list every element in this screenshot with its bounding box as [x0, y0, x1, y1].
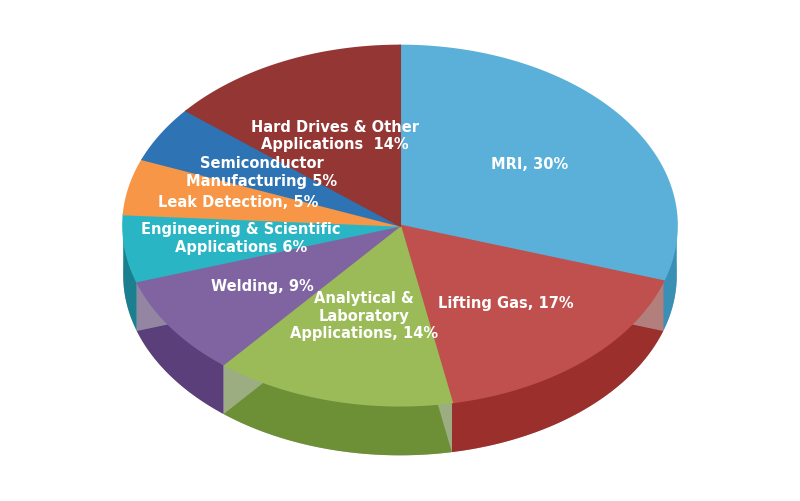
Polygon shape — [123, 226, 137, 331]
Text: Lifting Gas, 17%: Lifting Gas, 17% — [438, 297, 574, 311]
Text: MRI, 30%: MRI, 30% — [491, 157, 569, 172]
Polygon shape — [223, 225, 400, 414]
Polygon shape — [400, 225, 452, 452]
Polygon shape — [223, 225, 400, 414]
Ellipse shape — [123, 96, 677, 455]
Polygon shape — [137, 225, 400, 331]
Polygon shape — [123, 214, 400, 281]
Polygon shape — [186, 46, 400, 225]
Polygon shape — [400, 225, 452, 452]
Polygon shape — [400, 225, 663, 331]
Polygon shape — [137, 225, 400, 331]
Polygon shape — [124, 159, 400, 225]
Text: Leak Detection, 5%: Leak Detection, 5% — [158, 194, 318, 209]
Polygon shape — [663, 225, 677, 331]
Polygon shape — [400, 46, 677, 281]
Polygon shape — [137, 225, 400, 364]
Text: Semiconductor
Manufacturing 5%: Semiconductor Manufacturing 5% — [186, 156, 338, 189]
Text: Analytical &
Laboratory
Applications, 14%: Analytical & Laboratory Applications, 14… — [290, 291, 438, 341]
Text: Engineering & Scientific
Applications 6%: Engineering & Scientific Applications 6% — [141, 222, 341, 255]
Polygon shape — [223, 364, 452, 455]
Text: Hard Drives & Other
Applications  14%: Hard Drives & Other Applications 14% — [251, 120, 419, 152]
Polygon shape — [400, 225, 663, 402]
Polygon shape — [452, 281, 663, 452]
Polygon shape — [142, 111, 400, 225]
Polygon shape — [137, 281, 223, 414]
Polygon shape — [223, 225, 452, 405]
Text: Welding, 9%: Welding, 9% — [211, 279, 314, 294]
Polygon shape — [400, 225, 663, 331]
